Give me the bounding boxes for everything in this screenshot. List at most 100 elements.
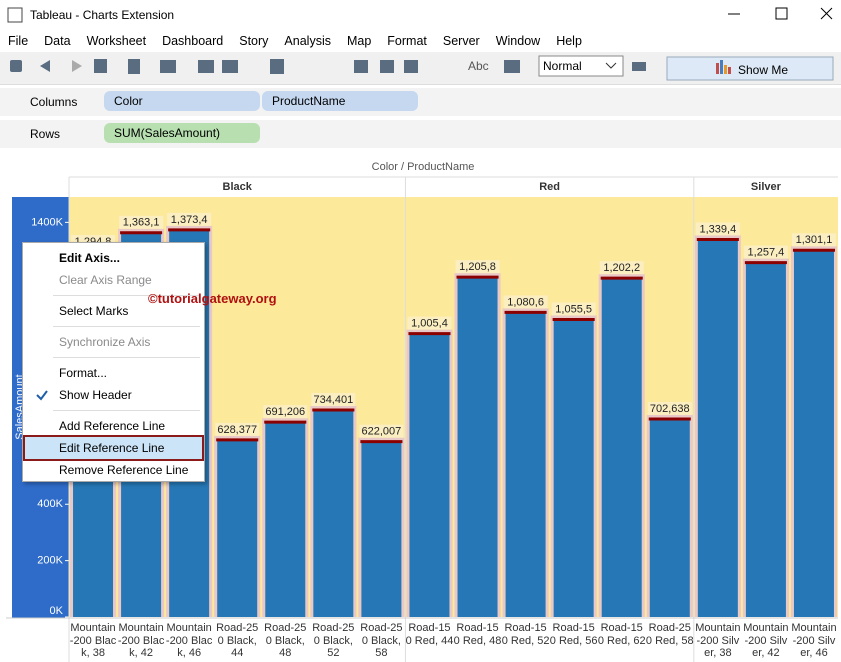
icon xyxy=(728,67,731,74)
menu-item[interactable]: Map xyxy=(339,30,379,52)
group-header: Silver xyxy=(751,181,782,193)
x-tick-label: Mountain-200 Black, 42 xyxy=(117,622,165,660)
context-menu: Edit Axis...Clear Axis RangeSelect Marks… xyxy=(22,242,205,482)
check-mark xyxy=(35,384,49,406)
icon xyxy=(724,65,727,74)
context-menu-item[interactable]: Show Header xyxy=(25,384,202,406)
pause-icon[interactable] xyxy=(270,59,284,74)
columns-shelf: Columns ColorProductName xyxy=(0,88,841,116)
bar xyxy=(746,263,786,617)
group-header: Red xyxy=(539,181,560,193)
bar xyxy=(554,319,594,617)
watermark: ©tutorialgateway.org xyxy=(148,291,277,306)
x-tick-label: Road-150 Red, 48 xyxy=(454,622,502,647)
value-label: 1,005,4 xyxy=(411,318,448,330)
context-menu-item[interactable]: Remove Reference Line xyxy=(25,459,202,481)
context-menu-item[interactable]: Edit Axis... xyxy=(25,247,202,269)
clear-icon[interactable] xyxy=(222,60,238,73)
y-tick-label: 0K xyxy=(50,605,64,617)
sort-asc-icon[interactable] xyxy=(380,60,394,73)
menu-item[interactable]: Window xyxy=(488,30,548,52)
bar xyxy=(313,410,353,617)
value-label: 1,339,4 xyxy=(699,223,736,235)
bar xyxy=(794,250,834,617)
menu-item[interactable]: Server xyxy=(435,30,488,52)
redo-icon[interactable] xyxy=(72,60,82,72)
menu-item[interactable]: File xyxy=(0,30,36,52)
x-tick-label: Mountain-200 Silver, 42 xyxy=(742,622,790,660)
value-label: 1,205,8 xyxy=(459,261,496,273)
x-tick-label: Mountain-200 Silver, 46 xyxy=(790,622,838,660)
context-menu-item[interactable]: Add Reference Line xyxy=(25,415,202,437)
pin-icon[interactable] xyxy=(632,62,646,71)
show-me-label[interactable]: Show Me xyxy=(738,63,788,77)
shelf-label: Columns xyxy=(30,95,77,109)
value-label: 1,202,2 xyxy=(603,262,640,274)
x-tick-label: Road-250 Black, 58 xyxy=(357,622,405,660)
x-tick-label: Road-250 Black, 44 xyxy=(213,622,261,660)
x-tick-label: Mountain-200 Silver, 38 xyxy=(694,622,742,660)
x-tick-label: Mountain-200 Black, 46 xyxy=(165,622,213,660)
menu-separator xyxy=(53,326,200,327)
new-sheet-icon[interactable] xyxy=(160,60,176,73)
check-mark-path xyxy=(37,391,47,399)
context-menu-item[interactable]: Format... xyxy=(25,362,202,384)
bar xyxy=(409,334,449,617)
icon[interactable] xyxy=(10,60,22,72)
value-label: 1,257,4 xyxy=(748,246,785,258)
value-label: 1,373,4 xyxy=(171,214,208,226)
value-label: 622,007 xyxy=(362,426,402,438)
window-title: Tableau - Charts Extension xyxy=(30,8,174,22)
show-labels-button[interactable]: Abc xyxy=(468,59,489,73)
labels-icon[interactable] xyxy=(504,60,520,73)
bar xyxy=(506,312,546,617)
value-label: 628,377 xyxy=(217,424,257,436)
sort-desc-icon[interactable] xyxy=(404,60,418,73)
bar xyxy=(265,422,305,617)
menu-bar: FileDataWorksheetDashboardStoryAnalysisM… xyxy=(0,30,841,52)
bar xyxy=(650,419,690,617)
menu-item[interactable]: Analysis xyxy=(276,30,339,52)
duplicate-icon[interactable] xyxy=(198,60,214,73)
value-label: 734,401 xyxy=(313,394,353,406)
view-size: Normal xyxy=(543,59,582,73)
menu-item[interactable]: Dashboard xyxy=(154,30,231,52)
title-bar: Tableau - Charts Extension xyxy=(0,0,841,30)
x-tick-label: Road-150 Red, 52 xyxy=(502,622,550,647)
save-icon[interactable] xyxy=(94,59,107,73)
x-tick-label: Mountain-200 Black, 38 xyxy=(69,622,117,660)
menu-item[interactable]: Help xyxy=(548,30,590,52)
value-label: 1,080,6 xyxy=(507,296,544,308)
bar xyxy=(458,277,498,617)
bar xyxy=(602,278,642,617)
column-header-title: Color / ProductName xyxy=(372,161,475,173)
bar xyxy=(217,440,257,617)
toolbar-icons xyxy=(0,52,841,84)
icon xyxy=(716,63,719,74)
x-tick-label: Road-150 Red, 62 xyxy=(598,622,646,647)
menu-item[interactable]: Data xyxy=(36,30,78,52)
menu-item[interactable]: Format xyxy=(379,30,435,52)
group-header: Black xyxy=(223,181,253,193)
rows-shelf: Rows SUM(SalesAmount) xyxy=(0,120,841,148)
bar xyxy=(698,239,738,617)
menu-separator xyxy=(53,357,200,358)
pill[interactable]: SUM(SalesAmount) xyxy=(104,123,260,143)
value-label: 691,206 xyxy=(265,406,305,418)
menu-item[interactable]: Worksheet xyxy=(79,30,155,52)
shelf-label: Rows xyxy=(30,127,60,141)
menu-separator xyxy=(53,410,200,411)
menu-item[interactable]: Story xyxy=(231,30,276,52)
context-menu-item: Synchronize Axis xyxy=(25,331,202,353)
swap-icon[interactable] xyxy=(354,60,368,73)
context-menu-item[interactable]: Edit Reference Line xyxy=(25,437,202,459)
data-icon[interactable] xyxy=(128,59,140,74)
pill[interactable]: ProductName xyxy=(262,91,418,111)
icon xyxy=(720,60,723,74)
context-menu-item: Clear Axis Range xyxy=(25,269,202,291)
toolbar: Normal Abc Show Me xyxy=(0,52,841,85)
value-label: 1,301,1 xyxy=(796,234,833,246)
undo-icon[interactable] xyxy=(40,60,50,72)
pill[interactable]: Color xyxy=(104,91,260,111)
